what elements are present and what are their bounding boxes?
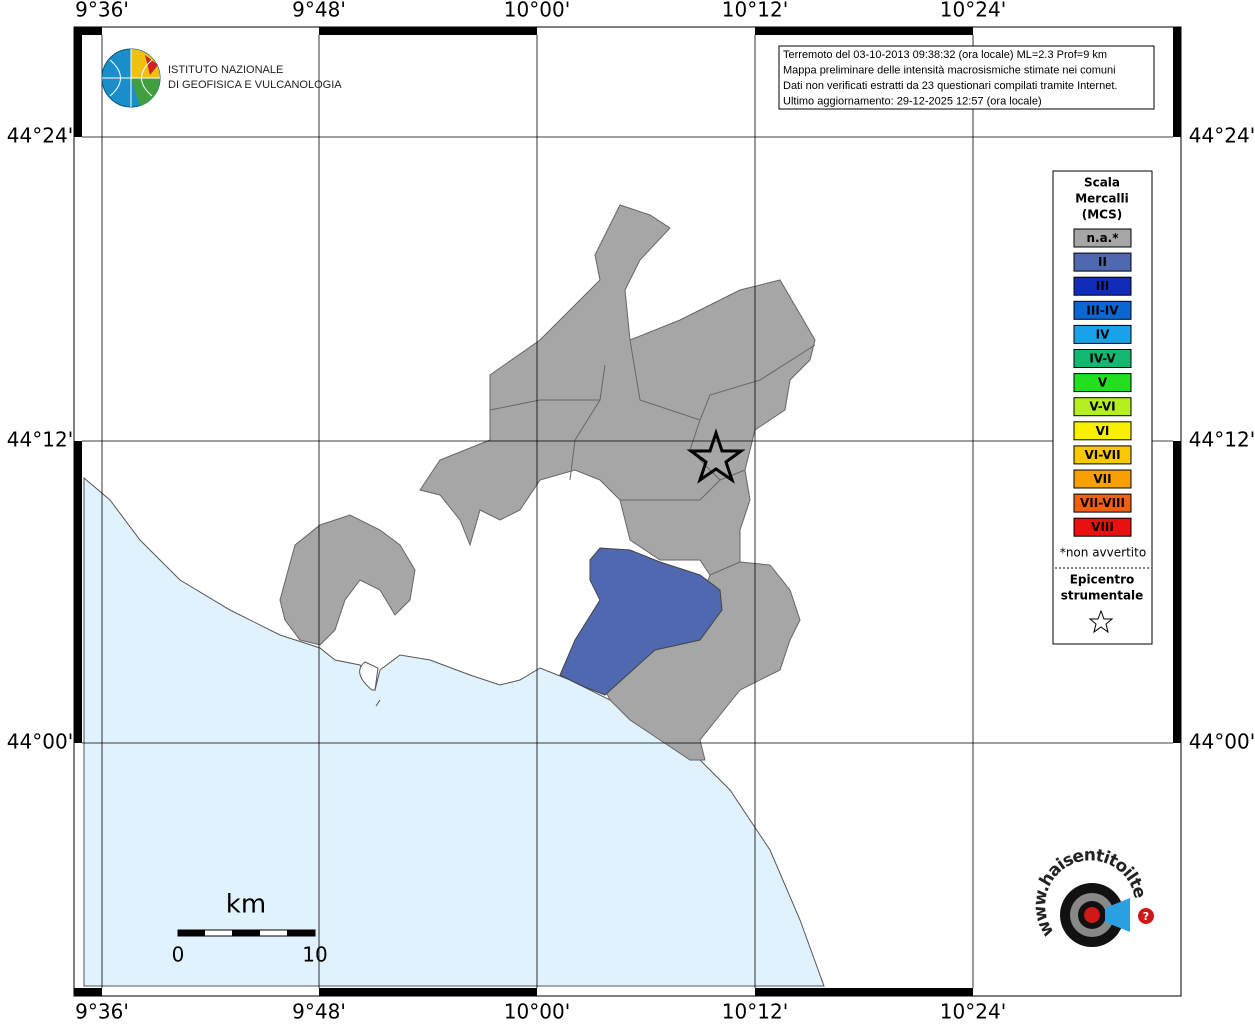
legend-title: Scala [1084, 176, 1120, 190]
lon-label: 9°36' [75, 1000, 129, 1024]
scale-bar-segment [232, 930, 260, 936]
legend-star [1088, 609, 1114, 634]
lon-label: 9°48' [292, 1000, 346, 1024]
scale-bar-segment [178, 930, 205, 936]
legend-label: III-IV [1086, 303, 1119, 317]
logo-text: ISTITUTO NAZIONALE [168, 64, 283, 76]
legend-label: VII [1093, 472, 1111, 486]
legend-swatch [1073, 373, 1132, 393]
lon-label: 10°12' [722, 0, 788, 22]
lat-label: 44°12' [1189, 428, 1255, 452]
frame-segment [319, 27, 537, 35]
lon-label: 9°36' [75, 0, 129, 22]
scale-label: 0 [172, 943, 185, 967]
lat-label: 44°00' [7, 730, 73, 754]
info-box [778, 45, 1155, 110]
frame-segment [755, 988, 973, 996]
legend-label: V [1098, 376, 1108, 390]
badge-ring [1084, 907, 1100, 923]
logo-segment [131, 78, 161, 106]
info-lines: Terremoto del 03-10-2013 09:38:32 (ora l… [783, 49, 1117, 108]
lon-label: 9°48' [292, 0, 346, 22]
legend-label: n.a.* [1086, 231, 1119, 245]
info-line: Mappa preliminare delle intensità macros… [783, 64, 1116, 76]
frame-segment [74, 988, 102, 996]
legend-label: VI-VII [1084, 448, 1120, 462]
municipality [279, 514, 416, 646]
lat-label: 44°12' [7, 428, 73, 452]
legend-title: Mercalli [1075, 192, 1129, 206]
legend-label: III [1096, 279, 1109, 293]
scale-bar-segment [287, 930, 315, 936]
logo-segment [145, 55, 158, 75]
legend-label: II [1098, 255, 1107, 269]
legend-swatch [1073, 252, 1132, 272]
legend-swatch [1073, 421, 1132, 441]
legend-swatch [1073, 469, 1132, 489]
legend-label: VI [1096, 424, 1110, 438]
lat-label: 44°00' [1189, 730, 1255, 754]
scale-unit: km [226, 890, 266, 920]
graticule: 9°36' 9°36' 9°48' 9°48' 10°00' 10°00' 10°12' 10… [7, 0, 1255, 1024]
municipality [419, 204, 816, 576]
frame-segment [755, 27, 973, 35]
frame-segment [1173, 27, 1181, 137]
legend-swatch [1073, 276, 1132, 296]
lat-label: 44°24' [7, 124, 73, 148]
legend-swatch [1073, 445, 1132, 465]
legend-swatch [1073, 228, 1132, 248]
logo-lines [102, 49, 160, 107]
lon-label: 10°24' [940, 1000, 1006, 1024]
municipality-intensity-ii [559, 547, 723, 696]
legend-label: VII-VIII [1080, 496, 1125, 510]
lon-label: 10°24' [940, 0, 1006, 22]
frame-segment [319, 988, 537, 996]
epicenter-star [686, 428, 746, 484]
legend-label: VIII [1091, 520, 1114, 534]
frame-segment [1173, 441, 1181, 743]
legend-swatch [1073, 300, 1132, 320]
legend-epicenter: strumentale [1061, 589, 1144, 603]
info-line: Ultimo aggiornamento: 29-12-2025 12:57 (… [783, 95, 1042, 107]
legend-epicenter: Epicentro [1070, 573, 1135, 587]
frame-segment [74, 441, 82, 743]
municipality-border [489, 339, 816, 501]
sea [83, 476, 825, 987]
legend-label: V-VI [1089, 400, 1115, 414]
frame-band [74, 27, 1181, 996]
island [359, 661, 381, 707]
legend-swatch [1073, 324, 1132, 344]
scale-bar: km 0 10 [172, 890, 328, 967]
lon-label: 10°12' [722, 1000, 788, 1024]
legend-swatch [1073, 517, 1132, 537]
ingv-logo: ISTITUTO NAZIONALE DI GEOFISICA E VULCAN… [101, 48, 342, 108]
legend-swatch [1073, 493, 1132, 513]
info-line: Dati non verificati estratti da 23 quest… [783, 80, 1117, 92]
frame-segment [74, 27, 102, 35]
legend: ScalaMercalli(MCS)n.a.*IIIIIIII-IVIVIV-V… [1060, 176, 1146, 603]
legend-swatch [1073, 349, 1132, 368]
logo-text: DI GEOFISICA E VULCANOLOGIA [168, 79, 342, 91]
badge-help [1138, 908, 1154, 924]
badge-speaker [1105, 898, 1130, 932]
scale-label: 10 [302, 943, 327, 967]
legend-note: *non avvertito [1060, 546, 1146, 560]
legend-swatch [1073, 397, 1132, 417]
lon-label: 10°00' [504, 0, 570, 22]
info-line: Terremoto del 03-10-2013 09:38:32 (ora l… [783, 49, 1107, 61]
legend-title: (MCS) [1082, 208, 1123, 222]
lat-label: 44°24' [1189, 124, 1255, 148]
badge-help-text: ? [1143, 910, 1149, 923]
legend-label: IV [1096, 327, 1110, 341]
legend-label: IV-V [1089, 352, 1116, 366]
lon-label: 10°00' [504, 1000, 570, 1024]
frame-segment [74, 27, 82, 137]
